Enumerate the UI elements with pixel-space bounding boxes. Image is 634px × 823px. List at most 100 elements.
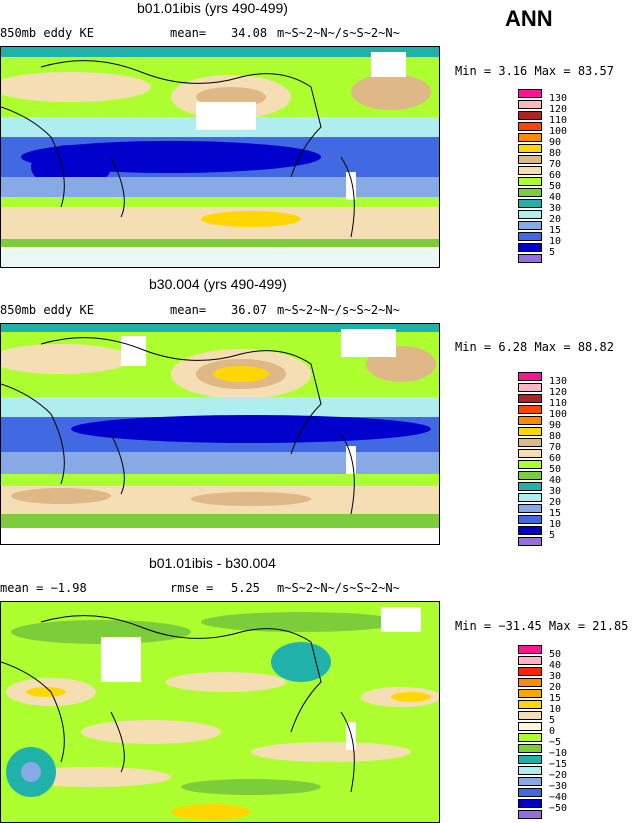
panel1-units: m~S~2~N~/s~S~2~N~ — [277, 26, 400, 40]
legend-swatch — [518, 383, 542, 392]
legend-swatch — [518, 799, 542, 808]
legend-label: 5 — [549, 715, 556, 726]
legend-label: −10 — [549, 748, 568, 759]
legend-label: 110 — [549, 115, 568, 126]
panel2-minmax: Min = 6.28 Max = 88.82 — [455, 340, 614, 354]
legend-swatch — [518, 766, 542, 775]
legend-label: −50 — [549, 803, 568, 814]
panel3-rmse-value: 5.25 — [231, 581, 260, 595]
legend-swatch — [518, 711, 542, 720]
legend-label: 60 — [549, 453, 562, 464]
legend-label: 100 — [549, 126, 568, 137]
legend-label: 10 — [549, 519, 562, 530]
panel1-legend: 130 120 110 100 90 80 70 60 50 40 30 20 15 10 5 — [518, 89, 578, 265]
legend-label: 20 — [549, 682, 562, 693]
legend-swatch — [518, 416, 542, 425]
legend-swatch — [518, 460, 542, 469]
legend-label: 40 — [549, 475, 562, 486]
legend-swatch — [518, 221, 542, 230]
legend-swatch — [518, 155, 542, 164]
legend-swatch — [518, 111, 542, 120]
legend-label: 40 — [549, 192, 562, 203]
legend-label: 20 — [549, 497, 562, 508]
legend-label: 30 — [549, 203, 562, 214]
legend-swatch — [518, 372, 542, 381]
legend-label: 10 — [549, 236, 562, 247]
legend-swatch — [518, 232, 542, 241]
legend-label: 30 — [549, 486, 562, 497]
panel3-rmse-label: rmse = — [170, 581, 214, 595]
panel2-mean-label: mean= — [170, 303, 207, 317]
panel2-map — [0, 323, 440, 545]
legend-label: 120 — [549, 387, 568, 398]
panel3-minmax: Min = −31.45 Max = 21.85 — [455, 619, 629, 633]
season-label: ANN — [505, 6, 553, 31]
legend-label: 5 — [549, 247, 556, 258]
legend-label: 130 — [549, 376, 568, 387]
legend-swatch — [518, 394, 542, 403]
panel3-mean: mean = −1.98 — [0, 581, 87, 595]
legend-swatch — [518, 504, 542, 513]
legend-swatch — [518, 133, 542, 142]
legend-swatch — [518, 744, 542, 753]
panel2-units: m~S~2~N~/s~S~2~N~ — [277, 303, 400, 317]
legend-label: −40 — [549, 792, 568, 803]
legend-label: 90 — [549, 420, 562, 431]
legend-swatch — [518, 166, 542, 175]
legend-swatch — [518, 482, 542, 491]
legend-swatch — [518, 122, 542, 131]
legend-label: −30 — [549, 781, 568, 792]
panel2-field: 850mb eddy KE — [0, 303, 94, 317]
legend-label: 10 — [549, 704, 562, 715]
legend-swatch — [518, 733, 542, 742]
panel3-legend: 50 40 30 20 15 10 5 0 −5 −10 −15 −20 −30 −40 −50 — [518, 645, 578, 821]
legend-swatch — [518, 243, 542, 252]
legend-label: 15 — [549, 693, 562, 704]
legend-swatch — [518, 199, 542, 208]
legend-swatch — [518, 177, 542, 186]
legend-swatch — [518, 678, 542, 687]
legend-swatch — [518, 667, 542, 676]
legend-label: 30 — [549, 671, 562, 682]
legend-label: 60 — [549, 170, 562, 181]
legend-label: 50 — [549, 464, 562, 475]
legend-swatch — [518, 449, 542, 458]
panel1-map — [0, 46, 440, 268]
legend-swatch — [518, 515, 542, 524]
panel1-mean-label: mean= — [170, 26, 207, 40]
panel3-units: m~S~2~N~/s~S~2~N~ — [277, 581, 400, 595]
panel1-title: b01.01ibis (yrs 490-499) — [137, 0, 288, 16]
legend-label: 70 — [549, 159, 562, 170]
panel1-mean-value: 34.08 — [231, 26, 268, 40]
legend-label: −15 — [549, 759, 568, 770]
legend-swatch — [518, 493, 542, 502]
legend-swatch — [518, 438, 542, 447]
legend-swatch — [518, 188, 542, 197]
legend-swatch — [518, 700, 542, 709]
legend-label: 80 — [549, 148, 562, 159]
legend-label: 80 — [549, 431, 562, 442]
legend-swatch — [518, 100, 542, 109]
legend-label: 100 — [549, 409, 568, 420]
panel2-title: b30.004 (yrs 490-499) — [149, 276, 287, 292]
legend-swatch — [518, 810, 542, 819]
legend-swatch — [518, 405, 542, 414]
legend-label: 110 — [549, 398, 568, 409]
legend-swatch — [518, 526, 542, 535]
legend-swatch — [518, 645, 542, 654]
legend-swatch — [518, 471, 542, 480]
legend-swatch — [518, 656, 542, 665]
legend-label: 120 — [549, 104, 568, 115]
legend-swatch — [518, 537, 542, 546]
legend-swatch — [518, 427, 542, 436]
panel2-mean-value: 36.07 — [231, 303, 268, 317]
legend-label: −20 — [549, 770, 568, 781]
legend-label: 50 — [549, 649, 562, 660]
legend-label: 50 — [549, 181, 562, 192]
legend-swatch — [518, 788, 542, 797]
legend-swatch — [518, 755, 542, 764]
legend-label: 90 — [549, 137, 562, 148]
legend-label: 0 — [549, 726, 556, 737]
legend-label: 15 — [549, 225, 562, 236]
panel1-field: 850mb eddy KE — [0, 26, 94, 40]
